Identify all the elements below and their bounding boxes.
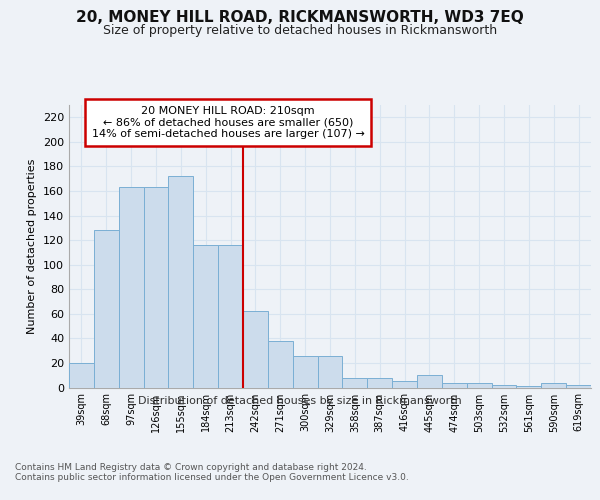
Bar [293,356,317,388]
Bar [491,385,517,388]
Bar [243,312,268,388]
Bar [343,378,367,388]
Bar [193,245,218,388]
Bar [218,245,243,388]
Bar [392,382,417,388]
Text: Distribution of detached houses by size in Rickmansworth: Distribution of detached houses by size … [138,396,462,406]
Bar [268,341,293,388]
Text: Contains HM Land Registry data © Crown copyright and database right 2024.
Contai: Contains HM Land Registry data © Crown c… [15,462,409,482]
Bar [467,382,491,388]
Text: 20 MONEY HILL ROAD: 210sqm
← 86% of detached houses are smaller (650)
14% of sem: 20 MONEY HILL ROAD: 210sqm ← 86% of deta… [92,106,364,139]
Bar [317,356,343,388]
Bar [143,188,169,388]
Bar [94,230,119,388]
Text: Size of property relative to detached houses in Rickmansworth: Size of property relative to detached ho… [103,24,497,37]
Bar [367,378,392,388]
Bar [442,382,467,388]
Bar [119,188,143,388]
Bar [566,385,591,388]
Y-axis label: Number of detached properties: Number of detached properties [28,158,37,334]
Bar [69,363,94,388]
Bar [517,386,541,388]
Bar [169,176,193,388]
Bar [417,375,442,388]
Text: 20, MONEY HILL ROAD, RICKMANSWORTH, WD3 7EQ: 20, MONEY HILL ROAD, RICKMANSWORTH, WD3 … [76,10,524,25]
Bar [541,382,566,388]
